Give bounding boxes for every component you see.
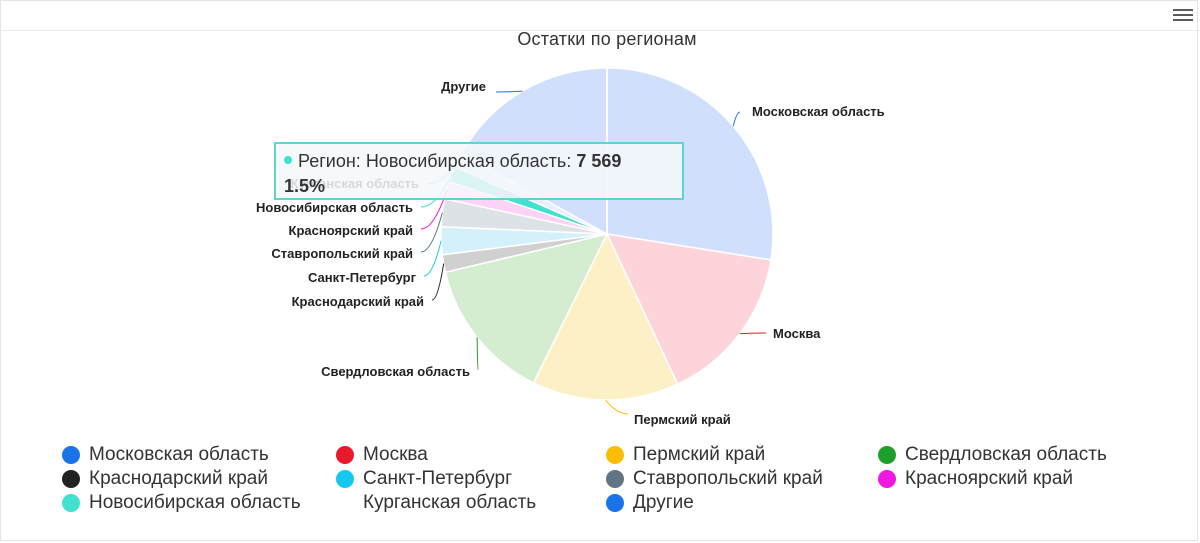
legend-label: Московская область — [89, 444, 269, 465]
pie-slice-московская-область[interactable] — [606, 67, 774, 261]
legend-label: Курганская область — [363, 492, 537, 513]
chart-title: Остатки по регионам — [517, 29, 697, 49]
legend-item-другие[interactable]: Другие — [606, 491, 694, 515]
tooltip-dot-icon — [284, 156, 292, 165]
legend-label: Краснодарский край — [89, 468, 268, 489]
legend-swatch-icon — [62, 470, 80, 488]
legend-item-краснодарский-край[interactable]: Краснодарский край — [62, 467, 268, 491]
legend-item-свердловская-область[interactable]: Свердловская область — [878, 443, 1107, 467]
tooltip-separator: : — [566, 151, 577, 171]
legend-swatch-icon — [336, 446, 354, 464]
pie-label-пермский-край: Пермский край — [634, 412, 731, 427]
legend-label: Санкт-Петербург — [363, 468, 513, 489]
legend-swatch-icon — [62, 494, 80, 512]
legend-label: Другие — [633, 492, 694, 513]
legend-swatch-icon — [606, 470, 624, 488]
pie-connector-свердловская-область — [476, 337, 479, 371]
header-divider — [0, 30, 1200, 31]
legend-label: Пермский край — [633, 444, 766, 465]
pie-label-другие: Другие — [441, 79, 486, 94]
legend-label: Красноярский край — [905, 468, 1073, 489]
legend-item-новосибирская-область[interactable]: Новосибирская область — [62, 491, 301, 515]
legend-swatch-icon — [878, 470, 896, 488]
pie-connector-краснодарский-край — [431, 263, 445, 301]
pie-label-ставропольский-край: Ставропольский край — [271, 246, 413, 261]
legend-item-санкт-петербург[interactable]: Санкт-Петербург — [336, 467, 512, 491]
pie-label-краснодарский-край: Краснодарский край — [292, 294, 424, 309]
pie-connector-пермский-край — [605, 399, 629, 415]
legend-item-красноярский-край[interactable]: Красноярский край — [878, 467, 1073, 491]
pie-slice-свердловская-область[interactable] — [444, 232, 609, 384]
legend-swatch-icon — [62, 446, 80, 464]
legend-label: Москва — [363, 444, 428, 465]
tooltip-line: Регион: Новосибирская область: 7 569 — [284, 147, 674, 175]
pie-connector-другие — [495, 90, 523, 93]
pie-slice-москва[interactable] — [605, 233, 772, 386]
hamburger-menu-icon[interactable] — [1165, 6, 1195, 24]
pie-connector-московская-область — [732, 111, 741, 127]
pie-slice-пермский-край[interactable] — [532, 232, 679, 401]
pie-label-санкт-петербург: Санкт-Петербург — [308, 270, 417, 285]
legend-item-пермский-край[interactable]: Пермский край — [606, 443, 765, 467]
legend-label: Свердловская область — [905, 444, 1107, 465]
pie-connector-санкт-петербург — [423, 240, 442, 277]
pie-connector-ставропольский-край — [420, 212, 443, 253]
tooltip-prefix: Регион: — [298, 151, 366, 171]
tooltip-value: 7 569 — [576, 151, 622, 171]
tooltip-percent: 1.5% — [284, 176, 326, 196]
pie-label-красноярский-край: Красноярский край — [289, 223, 413, 238]
tooltip-region: Новосибирская область — [365, 151, 567, 171]
pie-label-свердловская-область: Свердловская область — [321, 364, 470, 379]
legend-item-ставропольский-край[interactable]: Ставропольский край — [606, 467, 823, 491]
legend-swatch-icon — [336, 494, 354, 512]
legend-label: Ставропольский край — [633, 468, 823, 489]
pie-label-москва: Москва — [773, 326, 821, 341]
legend-swatch-icon — [606, 446, 624, 464]
legend-swatch-icon — [606, 494, 624, 512]
pie-connector-москва — [739, 332, 767, 335]
legend-swatch-icon — [336, 470, 354, 488]
legend-swatch-icon — [878, 446, 896, 464]
legend-item-курганская-область[interactable]: Курганская область — [336, 491, 536, 515]
pie-label-новосибирская-область: Новосибирская область — [256, 200, 413, 215]
chart-tooltip: Регион: Новосибирская область: 7 569 1.5… — [274, 142, 684, 200]
legend-item-московская-область[interactable]: Московская область — [62, 443, 269, 467]
pie-label-московская-область: Московская область — [752, 104, 885, 119]
legend-item-москва[interactable]: Москва — [336, 443, 428, 467]
legend-label: Новосибирская область — [89, 492, 301, 513]
